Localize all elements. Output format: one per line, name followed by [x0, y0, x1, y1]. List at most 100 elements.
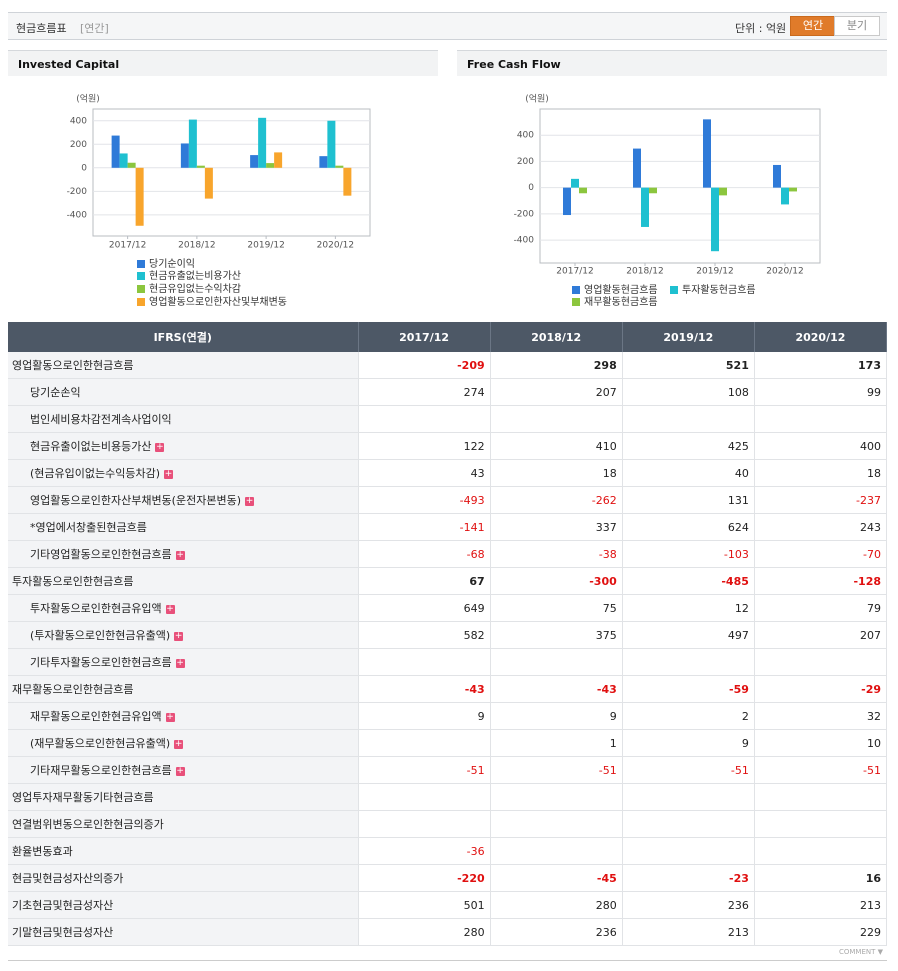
- value-cell: [754, 648, 888, 676]
- row-label: 기타투자활동으로인한현금흐름: [30, 656, 172, 669]
- value-cell: -43: [490, 675, 623, 703]
- row-label: 법인세비용차감전계속사업이익: [30, 413, 172, 426]
- row-label: 기초현금및현금성자산: [12, 899, 114, 912]
- value-cell: 425: [622, 432, 755, 460]
- expand-icon[interactable]: +: [174, 738, 184, 749]
- value-cell: 67: [358, 567, 491, 595]
- legend-label: 영업활동으로인한자산및부채변동: [149, 295, 287, 308]
- value: 16: [865, 871, 881, 885]
- x-tick-label: 2019/12: [247, 241, 284, 251]
- row-label: 기말현금및현금성자산: [12, 926, 114, 939]
- value-cell: 521: [622, 352, 755, 379]
- value: -300: [589, 574, 617, 588]
- comment-toggle[interactable]: COMMENT: [839, 948, 883, 956]
- value-cell: 9: [490, 702, 623, 730]
- value-cell: -38: [490, 540, 623, 568]
- table-row: *영업에서창출된현금흐름 -141 337 624 243: [8, 513, 888, 541]
- value: 99: [867, 385, 881, 399]
- legend-label: 현금유출없는비용가산: [149, 269, 241, 282]
- bar: [180, 143, 189, 168]
- value-cell: 207: [754, 621, 888, 649]
- row-label-cell: 영업투자재무활동기타현금흐름: [8, 783, 359, 811]
- x-tick-label: 2019/12: [696, 267, 733, 277]
- legend-swatch: [137, 285, 145, 293]
- legend-swatch: [137, 260, 145, 268]
- table-row: (투자활동으로인한현금유출액) +582 375 497 207: [8, 621, 888, 649]
- value: 43: [470, 466, 485, 480]
- value-cell: 624: [622, 513, 755, 541]
- value: -51: [598, 763, 617, 777]
- value-cell: [622, 783, 755, 811]
- value-cell: [622, 648, 755, 676]
- cash-flow-table: IFRS(연결) 2017/12 2018/12 2019/12 2020/12 영업활…: [8, 322, 888, 946]
- value: 79: [867, 601, 881, 615]
- value-cell: -141: [358, 513, 491, 541]
- y-tick-label: -400: [67, 210, 88, 220]
- value-cell: 10: [754, 729, 888, 757]
- header-bar: 현금흐름표 [연간] 단위 : 억원 연간 분기: [8, 12, 887, 40]
- expand-icon[interactable]: +: [155, 441, 165, 452]
- value-cell: -262: [490, 486, 623, 514]
- row-label-cell: 기타재무활동으로인한현금흐름 +: [8, 756, 359, 784]
- value-cell: 298: [490, 352, 623, 379]
- value: -51: [863, 763, 881, 777]
- row-label-cell: 환율변동효과: [8, 837, 359, 865]
- value-cell: -51: [490, 756, 623, 784]
- value-cell: 173: [754, 352, 888, 379]
- value-cell: -29: [754, 675, 888, 703]
- row-label-cell: *영업에서창출된현금흐름: [8, 513, 359, 541]
- expand-icon[interactable]: +: [174, 630, 184, 641]
- value-cell: 43: [358, 459, 491, 487]
- expand-icon[interactable]: +: [165, 603, 175, 614]
- value: 624: [727, 520, 749, 534]
- expand-icon[interactable]: +: [164, 468, 174, 479]
- row-label: *영업에서창출된현금흐름: [30, 521, 147, 534]
- value: 410: [595, 439, 617, 453]
- value-cell: [358, 783, 491, 811]
- column-header: 2019/12: [622, 322, 755, 352]
- bar: [781, 187, 789, 205]
- value: 497: [727, 628, 749, 642]
- table-row: (현금유입이없는수익등차감) +43 18 40 18: [8, 459, 888, 487]
- expand-icon[interactable]: +: [175, 765, 185, 776]
- tab-annual[interactable]: 연간: [790, 16, 836, 36]
- value: 582: [463, 628, 485, 642]
- expand-icon[interactable]: +: [244, 495, 254, 506]
- value-cell: 131: [622, 486, 755, 514]
- value-cell: [490, 405, 623, 433]
- expand-icon[interactable]: +: [175, 549, 185, 560]
- value: -23: [729, 871, 749, 885]
- value: -51: [730, 763, 749, 777]
- value: -68: [466, 547, 485, 561]
- value: -70: [863, 547, 881, 561]
- value-cell: [358, 810, 491, 838]
- row-label: 환율변동효과: [12, 845, 73, 858]
- x-tick-label: 2018/12: [178, 241, 215, 251]
- value: -36: [466, 844, 485, 858]
- bar: [789, 187, 797, 192]
- row-label-cell: 기말현금및현금성자산: [8, 918, 359, 946]
- bar: [127, 162, 136, 168]
- legend-label: 재무활동현금흐름: [584, 295, 658, 308]
- table-row: 기말현금및현금성자산 280 236 213 229: [8, 918, 888, 946]
- row-label-cell: 영업활동으로인한자산부채변동(운전자본변동) +: [8, 486, 359, 514]
- value: 521: [725, 358, 749, 372]
- value-cell: 582: [358, 621, 491, 649]
- expand-icon[interactable]: +: [165, 711, 175, 722]
- bar: [135, 167, 144, 226]
- bar: [719, 187, 727, 196]
- value-cell: 243: [754, 513, 888, 541]
- bar: [571, 178, 579, 188]
- value-cell: -51: [754, 756, 888, 784]
- value: 12: [734, 601, 749, 615]
- row-label-cell: (투자활동으로인한현금유출액) +: [8, 621, 359, 649]
- expand-icon[interactable]: +: [175, 657, 185, 668]
- x-tick-label: 2017/12: [109, 241, 146, 251]
- tab-quarter[interactable]: 분기: [834, 16, 880, 36]
- value-cell: 75: [490, 594, 623, 622]
- y-tick-label: 0: [528, 183, 534, 193]
- value: 9: [741, 736, 749, 750]
- value: 1: [609, 736, 617, 750]
- value: 122: [463, 439, 485, 453]
